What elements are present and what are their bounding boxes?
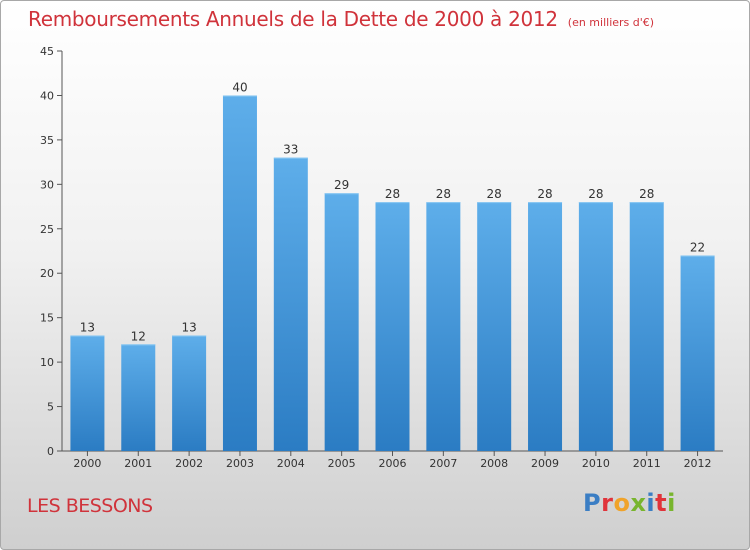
x-tick-label: 2005	[328, 457, 356, 470]
bar-value-label: 28	[588, 187, 603, 201]
bar	[324, 193, 359, 451]
x-tick-label: 2000	[73, 457, 101, 470]
bar-value-label: 13	[181, 320, 196, 334]
x-tick-label: 2006	[379, 457, 407, 470]
chart-title-text: Remboursements Annuels de la Dette de 20…	[28, 7, 558, 31]
bar	[426, 202, 461, 451]
chart-title: Remboursements Annuels de la Dette de 20…	[28, 7, 654, 31]
bar	[477, 202, 512, 451]
bar	[528, 202, 563, 451]
bar	[375, 202, 410, 451]
bar-value-label: 28	[385, 187, 400, 201]
bar	[121, 344, 156, 451]
bar-value-label: 28	[639, 187, 654, 201]
bar	[680, 255, 715, 451]
bars	[70, 95, 715, 451]
labels: 0 5 10 15 20 25 30 35 40 45 13 2000 12 2001 13 2002 40 20…	[40, 45, 712, 470]
bar-value-label: 29	[334, 178, 349, 192]
logo-letter: r	[601, 489, 614, 517]
x-tick-label: 2007	[429, 457, 457, 470]
logo-letter: o	[613, 489, 631, 517]
bar-value-label: 28	[487, 187, 502, 201]
bar	[222, 95, 257, 451]
logo-letter: i	[646, 489, 656, 517]
x-tick-label: 2003	[226, 457, 254, 470]
bar	[629, 202, 664, 451]
y-tick-label: 45	[40, 45, 54, 58]
y-tick-label: 25	[40, 223, 54, 236]
bar-value-label: 33	[283, 143, 298, 157]
bar	[70, 335, 105, 451]
place-name: LES BESSONS	[27, 495, 153, 517]
y-tick-label: 40	[40, 89, 54, 102]
y-tick-label: 15	[40, 312, 54, 325]
logo-letter: i	[667, 489, 676, 517]
y-tick-label: 0	[47, 445, 54, 458]
y-tick-label: 30	[40, 178, 54, 191]
y-tick-label: 5	[47, 401, 54, 414]
logo-letter: x	[630, 489, 647, 517]
bar-value-label: 40	[232, 80, 247, 94]
x-tick-label: 2001	[124, 457, 152, 470]
x-tick-label: 2008	[480, 457, 508, 470]
x-tick-label: 2010	[582, 457, 610, 470]
bar	[172, 335, 207, 451]
logo-letter: t	[655, 489, 668, 517]
x-tick-label: 2011	[633, 457, 661, 470]
bar	[578, 202, 613, 451]
bar-value-label: 28	[537, 187, 552, 201]
y-tick-label: 20	[40, 267, 54, 280]
unit-note: (en milliers d'€)	[567, 16, 655, 29]
bar-value-label: 13	[80, 320, 95, 334]
bar-value-label: 28	[436, 187, 451, 201]
y-tick-label: 10	[40, 356, 54, 369]
x-tick-label: 2012	[684, 457, 712, 470]
bar-value-label: 22	[690, 240, 705, 254]
x-tick-label: 2009	[531, 457, 559, 470]
logo-letter: P	[583, 489, 602, 517]
proxiti-logo: Proxiti	[583, 489, 676, 517]
y-tick-label: 35	[40, 134, 54, 147]
bar	[273, 157, 308, 451]
x-tick-label: 2002	[175, 457, 203, 470]
bar-value-label: 12	[131, 329, 146, 343]
x-tick-label: 2004	[277, 457, 305, 470]
